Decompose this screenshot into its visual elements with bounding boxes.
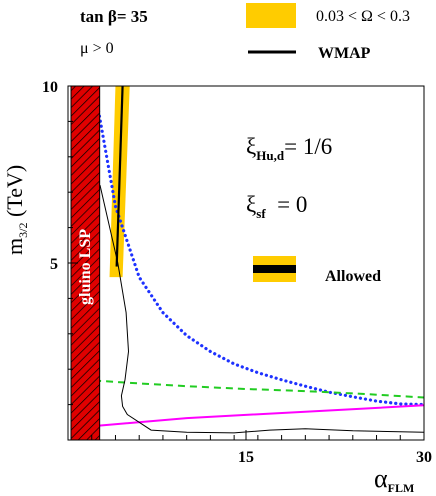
x-axis-symbol: α [374,464,388,493]
x-tick-label-30: 30 [416,449,432,466]
mu-label: μ > 0 [80,40,114,57]
tanbeta-label: tan β= 35 [80,7,148,26]
xi-hu-annotation: ξHu,d= 1/6 [246,134,332,163]
series-curve-1 [92,86,424,407]
x-axis-label: αFLM [374,464,414,495]
legend-wmap-label: WMAP [318,45,371,62]
axis-ticks: 15 30 5 10 [42,79,432,466]
legend-band-swatch [246,3,296,28]
series-curve-3 [97,404,424,427]
y-axis-unit: (TeV) [2,165,27,223]
series-curve-4 [99,184,424,434]
xi-hu-value: = 1/6 [284,134,332,159]
xi-sf-subscript: sf [256,206,266,221]
y-tick-label-5: 5 [50,256,58,273]
allowed-label: Allowed [325,268,381,285]
xi-hu-subscript: Hu,d [256,148,285,163]
xi-hu-symbol: ξ [246,134,256,159]
y-axis-subscript: 3/2 [16,223,30,238]
allowed-swatch-line [253,265,296,273]
series-curve-2 [94,379,424,399]
x-axis-subscript: FLM [388,481,415,495]
y-axis-symbol: m [2,238,27,255]
wmap-line [115,86,124,267]
legend-band-label: 0.03 < Ω < 0.3 [316,8,410,25]
gluino-lsp-label: gluino LSP [77,229,94,305]
xi-sf-value: = 0 [266,192,308,217]
y-tick-label-10: 10 [42,79,58,96]
xi-sf-symbol: ξ [246,192,256,217]
x-tick-label-15: 15 [238,449,254,466]
y-axis-label: m3/2 (TeV) [2,165,30,255]
xi-sf-annotation: ξsf = 0 [246,192,307,221]
